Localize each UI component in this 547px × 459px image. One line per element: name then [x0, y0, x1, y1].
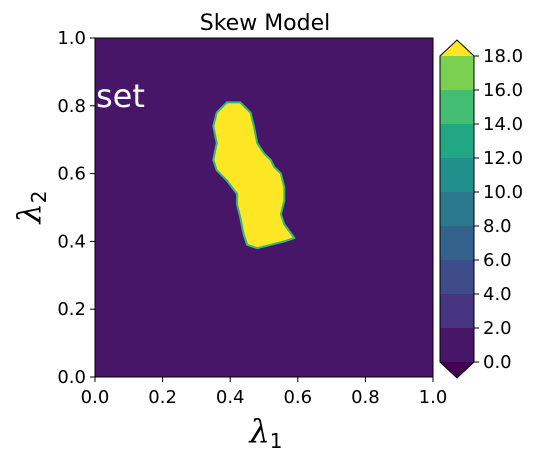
- x-tick-label: 1.0: [419, 387, 448, 408]
- colorbar-under-extension: [440, 362, 474, 378]
- y-tick-label: 0.2: [57, 299, 86, 320]
- y-tick-label: 0.8: [57, 96, 86, 117]
- x-tick-label: 0.2: [148, 387, 177, 408]
- chart-title: Skew Model: [200, 11, 331, 36]
- colorbar-band: [440, 328, 474, 362]
- y-tick-label: 1.0: [57, 28, 86, 49]
- x-tick-label: 0.0: [81, 387, 110, 408]
- set-annotation: set: [96, 77, 145, 115]
- colorbar: 0.0 2.0 4.0 6.0 8.0 10.0 12.0 14.0 16.0 18.0: [439, 39, 523, 379]
- colorbar-tick-label: 0.0: [483, 352, 512, 373]
- x-tick-label: 0.8: [351, 387, 380, 408]
- colorbar-tick-label: 6.0: [483, 250, 512, 271]
- colorbar-band: [440, 260, 474, 294]
- colorbar-over-extension: [440, 40, 474, 56]
- colorbar-band: [440, 158, 474, 192]
- colorbar-tick-label: 8.0: [483, 216, 512, 237]
- colorbar-tick-label: 12.0: [483, 148, 523, 169]
- colorbar-band: [440, 56, 474, 90]
- colorbar-tick-label: 18.0: [483, 46, 523, 67]
- colorbar-band: [440, 90, 474, 124]
- plot-frame: [94, 37, 434, 378]
- colorbar-band: [440, 226, 474, 260]
- y-tick-label: 0.4: [57, 231, 86, 252]
- colorbar-tick-label: 10.0: [483, 182, 523, 203]
- colorbar-tick-label: 14.0: [483, 114, 523, 135]
- y-tick-label: 0.0: [57, 367, 86, 388]
- x-axis-label: λ1: [247, 412, 282, 453]
- colorbar-tick-label: 2.0: [483, 318, 512, 339]
- x-axis-ticks: 0.0 0.2 0.4 0.6 0.8 1.0: [81, 377, 448, 408]
- high-value-region: [212, 101, 296, 250]
- colorbar-band: [440, 294, 474, 328]
- x-tick-label: 0.6: [283, 387, 312, 408]
- y-axis-ticks: 0.0 0.2 0.4 0.6 0.8 1.0: [57, 28, 95, 388]
- y-axis-label: λ2: [10, 190, 51, 225]
- colorbar-band: [440, 192, 474, 226]
- y-tick-label: 0.6: [57, 164, 86, 185]
- colorbar-band: [440, 124, 474, 158]
- x-tick-label: 0.4: [216, 387, 245, 408]
- colorbar-tick-label: 4.0: [483, 284, 512, 305]
- colorbar-tick-label: 16.0: [483, 80, 523, 101]
